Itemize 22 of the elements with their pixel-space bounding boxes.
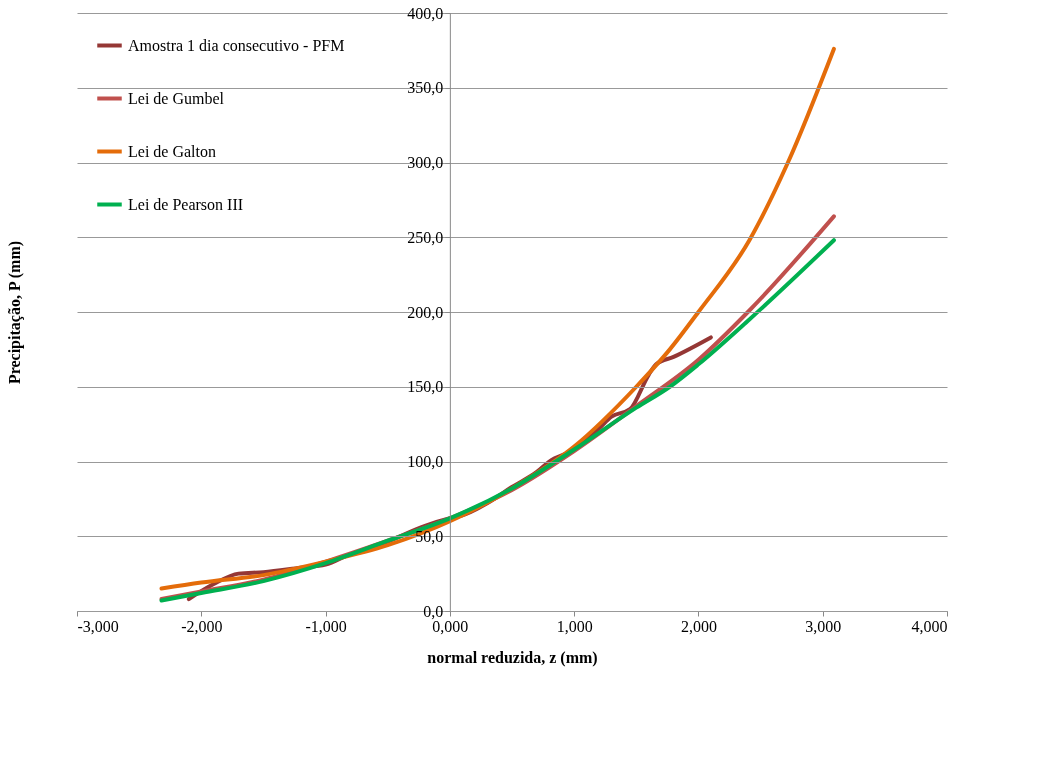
y-tick-label: 250,0	[407, 228, 444, 246]
x-tick-label: 3,000	[805, 617, 842, 635]
y-tick-label: 200,0	[407, 303, 444, 321]
x-tick-label: 2,000	[680, 617, 717, 635]
legend-label: Lei de Galton	[128, 142, 216, 160]
x-tick-label: 1,000	[556, 617, 593, 635]
y-tick-label: 0,0	[423, 602, 444, 620]
y-tick-label: 350,0	[407, 79, 444, 97]
y-tick-label: 300,0	[407, 154, 444, 171]
x-axis-title: normal reduzida, z (mm)	[427, 648, 598, 667]
y-tick-label: 100,0	[407, 453, 444, 470]
x-tick-label: -1,000	[305, 617, 347, 635]
x-tick-label: -2,000	[181, 617, 223, 635]
legend-label: Lei de Pearson III	[128, 195, 244, 213]
y-tick-label: 150,0	[407, 378, 444, 396]
x-tick-label: 4,000	[911, 617, 948, 635]
legend-label: Lei de Gumbel	[128, 89, 225, 107]
y-axis-title: Precipitação, P (mm)	[5, 240, 24, 385]
y-tick-label: 400,0	[407, 4, 444, 22]
x-tick-label: -3,000	[77, 617, 119, 635]
legend-label: Amostra 1 dia consecutivo - PFM	[128, 36, 345, 54]
y-tick-label: 50,0	[415, 527, 444, 545]
